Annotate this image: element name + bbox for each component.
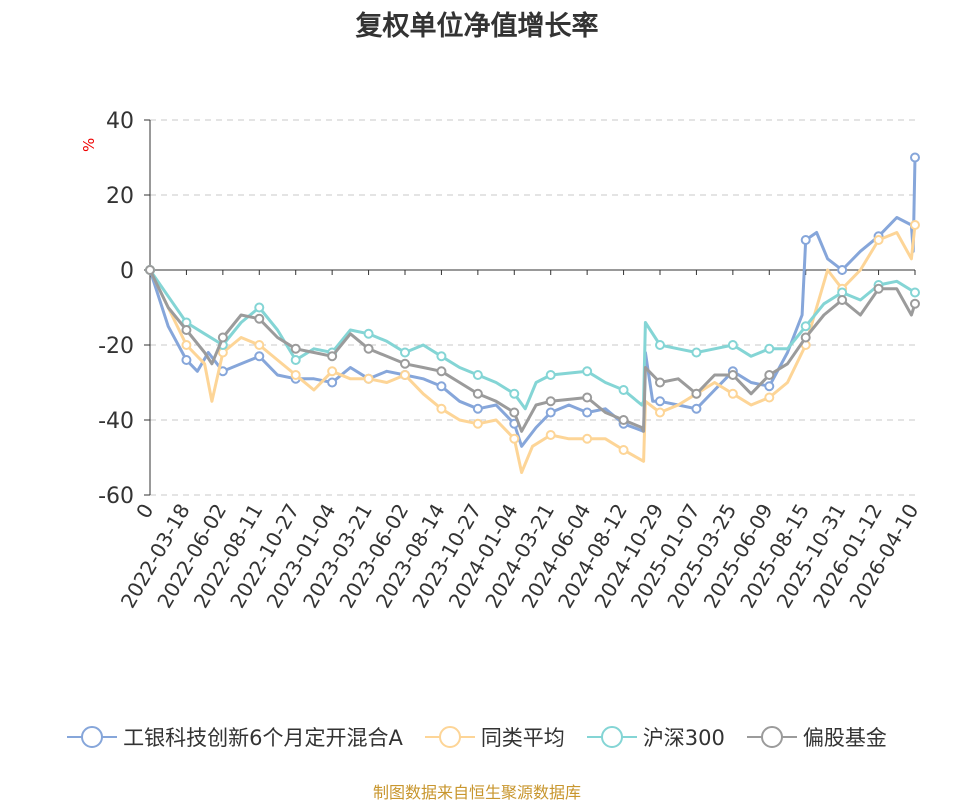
data-point-marker xyxy=(181,325,192,335)
data-point-marker xyxy=(655,407,665,418)
data-point-marker xyxy=(655,396,665,407)
data-point-marker xyxy=(181,355,192,365)
data-point-marker xyxy=(691,347,702,358)
data-point-marker xyxy=(363,343,374,354)
legend-item[interactable]: 工银科技创新6个月定开混合A xyxy=(67,722,403,752)
data-point-marker xyxy=(764,370,775,380)
data-point-marker xyxy=(436,381,447,392)
data-point-marker xyxy=(910,287,920,298)
legend-item[interactable]: 同类平均 xyxy=(424,722,565,752)
data-point-marker xyxy=(327,366,338,377)
data-point-marker xyxy=(727,388,738,399)
series-line xyxy=(148,269,917,433)
data-point-marker xyxy=(873,235,884,245)
legend-marker-icon xyxy=(67,726,118,748)
data-point-marker xyxy=(254,302,265,313)
data-point-marker xyxy=(254,351,265,362)
data-point-marker xyxy=(436,366,447,377)
data-point-marker xyxy=(764,392,775,403)
legend-marker-icon xyxy=(746,726,797,748)
series-line xyxy=(148,269,916,411)
data-point-marker xyxy=(582,407,593,418)
data-point-marker xyxy=(910,152,920,163)
y-tick-label: -40 xyxy=(98,409,134,434)
data-point-marker xyxy=(472,418,483,429)
data-point-marker xyxy=(727,340,738,350)
data-point-marker xyxy=(327,351,338,362)
data-point-marker xyxy=(545,396,556,407)
data-point-marker xyxy=(290,370,301,380)
data-point-marker xyxy=(181,340,192,350)
data-point-marker xyxy=(800,235,811,245)
x-tick-label: 0 xyxy=(131,500,158,523)
legend: 工银科技创新6个月定开混合A 同类平均 沪深300 偏股基金 xyxy=(0,722,954,752)
data-point-marker xyxy=(363,328,374,339)
data-point-marker xyxy=(618,385,629,395)
data-point-marker xyxy=(254,340,265,350)
data-point-marker xyxy=(436,403,447,414)
data-point-marker xyxy=(618,415,629,425)
chart-title: 复权单位净值增长率 xyxy=(355,11,599,42)
legend-item[interactable]: 沪深300 xyxy=(586,722,725,752)
data-point-marker xyxy=(655,377,665,388)
data-point-marker xyxy=(472,403,483,414)
data-point-marker xyxy=(327,377,338,388)
legend-item[interactable]: 偏股基金 xyxy=(746,722,887,752)
data-point-marker xyxy=(837,295,848,305)
data-point-marker xyxy=(436,351,447,362)
series-line xyxy=(148,157,917,448)
data-point-marker xyxy=(363,373,374,384)
data-point-marker xyxy=(472,370,483,380)
data-point-marker xyxy=(800,321,811,332)
y-tick-label: -20 xyxy=(98,334,134,359)
data-point-marker xyxy=(290,355,301,365)
legend-marker-icon xyxy=(424,726,475,748)
data-point-marker xyxy=(400,347,410,358)
data-point-marker xyxy=(145,265,155,275)
data-point-marker xyxy=(254,313,265,324)
data-point-marker xyxy=(800,332,811,343)
data-point-marker xyxy=(545,370,556,380)
data-point-marker xyxy=(655,340,665,350)
data-point-marker xyxy=(910,220,920,230)
legend-label: 偏股基金 xyxy=(802,726,887,750)
data-point-marker xyxy=(472,388,483,399)
data-point-marker xyxy=(764,381,775,392)
data-point-marker xyxy=(910,298,920,309)
data-point-marker xyxy=(873,283,884,294)
data-point-marker xyxy=(290,343,301,354)
data-point-marker xyxy=(618,445,629,455)
data-point-marker xyxy=(509,433,520,444)
legend-label: 沪深300 xyxy=(642,726,725,750)
data-point-marker xyxy=(509,407,520,418)
legend-label: 工银科技创新6个月定开混合A xyxy=(123,726,403,750)
line-chart: 40200-20-40-6002022-03-182022-06-022022-… xyxy=(98,109,923,612)
data-source-note: 制图数据来自恒生聚源数据库 xyxy=(372,783,581,802)
legend-label: 同类平均 xyxy=(480,726,565,750)
legend-marker-icon xyxy=(586,726,637,748)
data-point-marker xyxy=(582,366,593,377)
data-point-marker xyxy=(691,403,702,414)
data-point-marker xyxy=(764,343,775,354)
data-point-marker xyxy=(217,332,228,343)
data-point-marker xyxy=(400,370,410,380)
data-point-marker xyxy=(582,433,593,444)
data-point-marker xyxy=(691,388,702,399)
series-line xyxy=(148,224,917,474)
data-point-marker xyxy=(545,430,556,440)
y-tick-label: 40 xyxy=(106,109,134,134)
data-point-marker xyxy=(509,388,520,399)
data-point-marker xyxy=(582,392,593,403)
data-point-marker xyxy=(727,370,738,380)
y-tick-label: -60 xyxy=(98,484,134,509)
data-point-marker xyxy=(400,358,410,369)
y-tick-label: 20 xyxy=(106,184,134,209)
y-tick-label: 0 xyxy=(120,259,134,284)
data-point-marker xyxy=(545,407,556,418)
data-point-marker xyxy=(837,265,848,275)
